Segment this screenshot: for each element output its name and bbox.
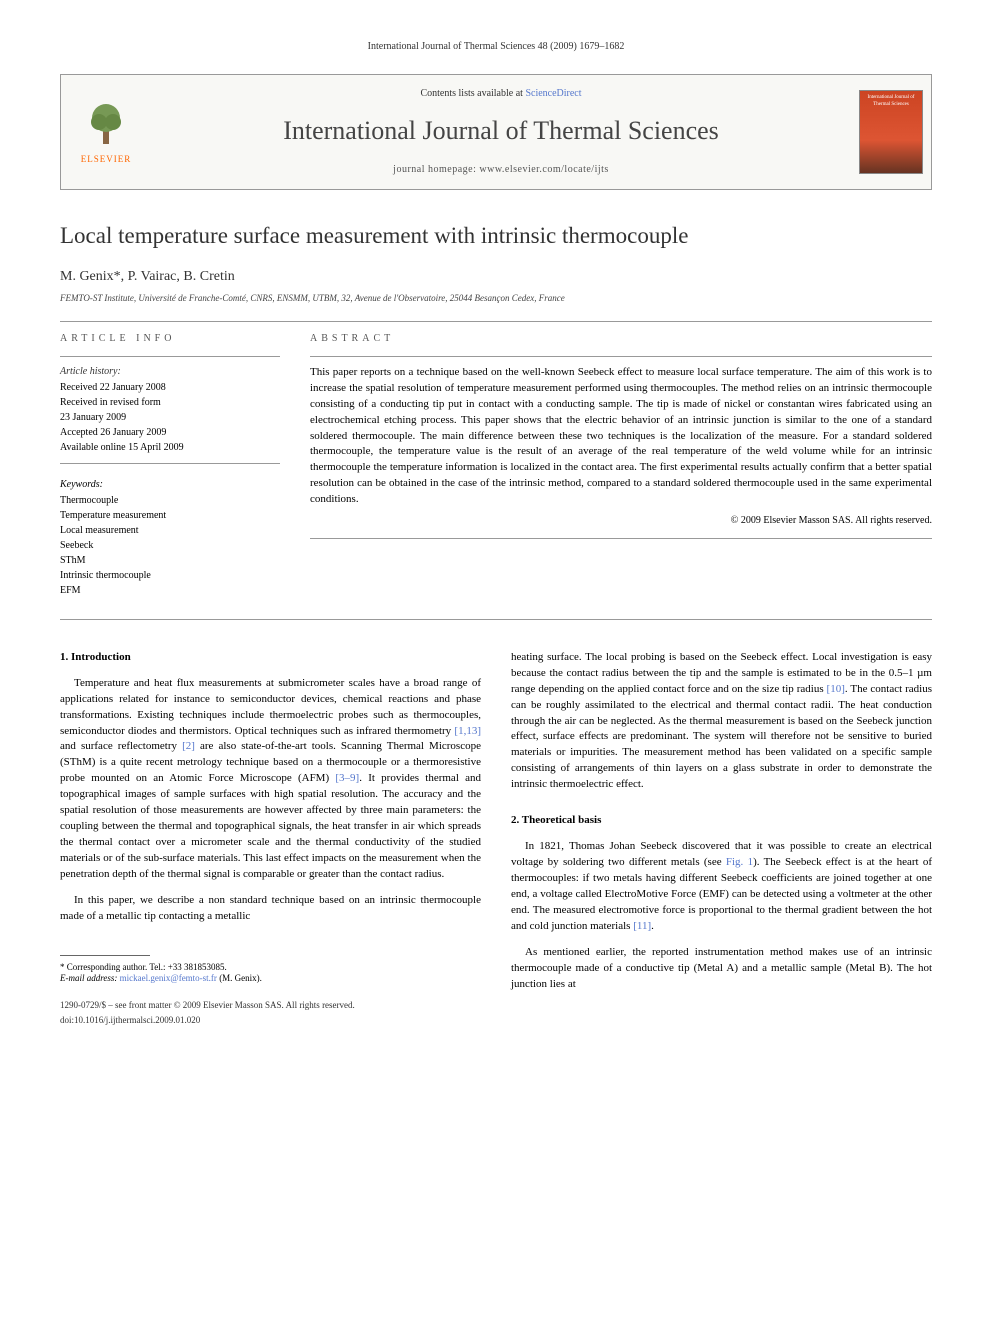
running-header: International Journal of Thermal Science… (60, 40, 932, 54)
citation-link[interactable]: [10] (827, 683, 845, 695)
homepage-prefix: journal homepage: (393, 164, 479, 175)
email-footnote: E-mail address: mickael.genix@femto-st.f… (60, 973, 481, 985)
history-label: Article history: (60, 365, 280, 379)
doi-line: doi:10.1016/j.ijthermalsci.2009.01.020 (60, 1014, 481, 1027)
article-title: Local temperature surface measurement wi… (60, 220, 932, 252)
body-column-right: heating surface. The local probing is ba… (511, 650, 932, 1027)
keyword: Seebeck (60, 539, 280, 553)
theory-paragraph-2: As mentioned earlier, the reported instr… (511, 945, 932, 993)
citation-link[interactable]: [3–9] (335, 772, 359, 784)
citation-link[interactable]: [11] (633, 920, 651, 932)
elsevier-tree-icon (81, 98, 131, 148)
homepage-url[interactable]: www.elsevier.com/locate/ijts (479, 164, 608, 175)
abstract-text: This paper reports on a technique based … (310, 365, 932, 508)
intro-paragraph-1: Temperature and heat flux measurements a… (60, 676, 481, 883)
text-run: Temperature and heat flux measurements a… (60, 677, 481, 737)
keyword: Thermocouple (60, 494, 280, 508)
history-line: Received in revised form (60, 396, 280, 410)
corresponding-author-footnote: * Corresponding author. Tel.: +33 381853… (60, 962, 481, 974)
email-suffix: (M. Genix). (217, 973, 262, 983)
authors-line: M. Genix*, P. Vairac, B. Cretin (60, 267, 932, 287)
abstract-heading: ABSTRACT (310, 332, 932, 346)
keyword: SThM (60, 554, 280, 568)
citation-link[interactable]: [2] (182, 740, 195, 752)
journal-title: International Journal of Thermal Science… (161, 113, 841, 149)
col2-paragraph-1: heating surface. The local probing is ba… (511, 650, 932, 793)
affiliation-line: FEMTO-ST Institute, Université de Franch… (60, 292, 932, 305)
divider (60, 321, 932, 322)
divider (60, 619, 932, 620)
keyword: EFM (60, 584, 280, 598)
theory-paragraph-1: In 1821, Thomas Johan Seebeck discovered… (511, 839, 932, 935)
email-link[interactable]: mickael.genix@femto-st.fr (120, 973, 217, 983)
body-two-column: 1. Introduction Temperature and heat flu… (60, 650, 932, 1027)
contents-prefix: Contents lists available at (420, 88, 525, 99)
publisher-name: ELSEVIER (81, 153, 132, 166)
divider (60, 463, 280, 464)
abstract-column: ABSTRACT This paper reports on a techniq… (310, 332, 932, 599)
text-run: . The contact radius can be roughly assi… (511, 683, 932, 791)
abstract-copyright: © 2009 Elsevier Masson SAS. All rights r… (310, 514, 932, 528)
history-line: Received 22 January 2008 (60, 381, 280, 395)
divider (60, 356, 280, 357)
article-info-heading: ARTICLE INFO (60, 332, 280, 346)
divider (310, 538, 932, 539)
header-center: Contents lists available at ScienceDirec… (151, 75, 851, 189)
email-label: E-mail address: (60, 973, 120, 983)
cover-image: International Journal of Thermal Science… (859, 90, 923, 174)
section-heading-introduction: 1. Introduction (60, 650, 481, 666)
divider (310, 356, 932, 357)
text-run: . (651, 920, 654, 932)
keyword: Intrinsic thermocouple (60, 569, 280, 583)
journal-header-box: ELSEVIER Contents lists available at Sci… (60, 74, 932, 190)
publisher-logo-block: ELSEVIER (61, 75, 151, 189)
footnote-separator (60, 955, 150, 956)
history-line: Available online 15 April 2009 (60, 441, 280, 455)
article-info-column: ARTICLE INFO Article history: Received 2… (60, 332, 280, 599)
history-line: 23 January 2009 (60, 411, 280, 425)
history-line: Accepted 26 January 2009 (60, 426, 280, 440)
citation-link[interactable]: [1,13] (454, 725, 481, 737)
sciencedirect-link[interactable]: ScienceDirect (525, 88, 581, 99)
body-column-left: 1. Introduction Temperature and heat flu… (60, 650, 481, 1027)
text-run: . It provides thermal and topographical … (60, 772, 481, 880)
text-run: and surface reflectometry (60, 740, 182, 752)
info-abstract-row: ARTICLE INFO Article history: Received 2… (60, 332, 932, 599)
figure-link[interactable]: Fig. 1 (726, 856, 753, 868)
issn-line: 1290-0729/$ – see front matter © 2009 El… (60, 999, 481, 1012)
keyword: Temperature measurement (60, 509, 280, 523)
keyword: Local measurement (60, 524, 280, 538)
journal-cover-thumb: International Journal of Thermal Science… (851, 75, 931, 189)
intro-paragraph-2: In this paper, we describe a non standar… (60, 893, 481, 925)
keywords-label: Keywords: (60, 478, 280, 492)
journal-homepage-line: journal homepage: www.elsevier.com/locat… (161, 163, 841, 177)
contents-available-line: Contents lists available at ScienceDirec… (161, 87, 841, 101)
section-heading-theory: 2. Theoretical basis (511, 813, 932, 829)
